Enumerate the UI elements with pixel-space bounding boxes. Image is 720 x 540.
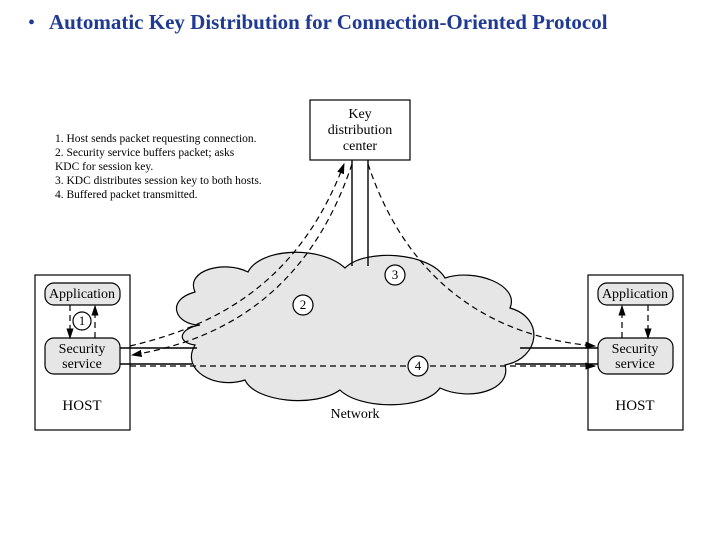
kdc-l3: center	[343, 139, 378, 154]
host-right-label: HOST	[615, 398, 654, 414]
host-right-app: Application	[602, 287, 668, 302]
diagram: Network Key distribution center Applicat…	[0, 80, 720, 520]
host-right-sec2: service	[615, 357, 655, 372]
title-row: • Automatic Key Distribution for Connect…	[28, 10, 608, 35]
step2-num: 2	[300, 297, 307, 312]
step3-num: 3	[392, 267, 399, 282]
steps-4: 4. Buffered packet transmitted.	[55, 189, 198, 201]
host-left-app: Application	[49, 287, 115, 302]
network-cloud	[176, 252, 533, 404]
step1-num: 1	[79, 313, 86, 328]
page-title: Automatic Key Distribution for Connectio…	[49, 10, 608, 34]
network-label: Network	[331, 407, 380, 422]
steps-3: 3. KDC distributes session key to both h…	[55, 175, 262, 187]
kdc-l2: distribution	[328, 123, 393, 138]
host-left-sec1: Security	[59, 342, 106, 357]
kdc-l1: Key	[348, 107, 371, 122]
steps-2: 2. Security service buffers packet; asks	[55, 147, 235, 159]
steps-2b: KDC for session key.	[55, 161, 153, 173]
bullet-icon: •	[28, 12, 35, 34]
host-left-sec2: service	[62, 357, 102, 372]
steps-1: 1. Host sends packet requesting connecti…	[55, 133, 257, 145]
host-right-sec1: Security	[612, 342, 659, 357]
step4-num: 4	[415, 358, 422, 373]
host-left-label: HOST	[62, 398, 101, 414]
